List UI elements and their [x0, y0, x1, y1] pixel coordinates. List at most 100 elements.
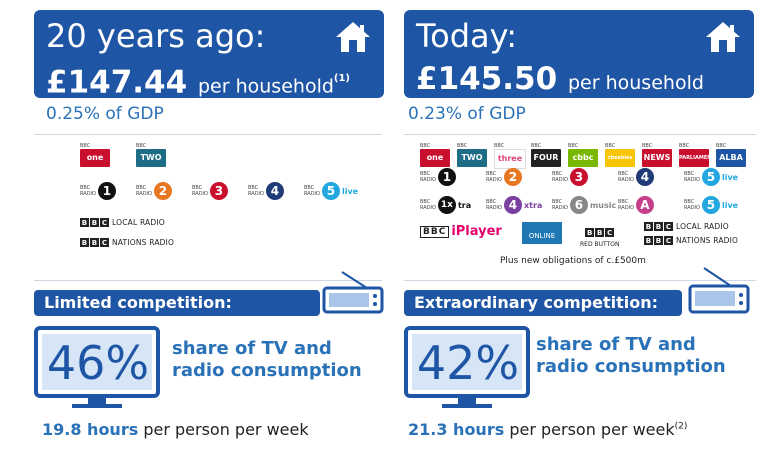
radio-station-badge: 6 [569, 196, 588, 214]
bbc-radio-mini-label: BBC RADIO [486, 199, 502, 211]
bbc-mini-label: BBC [494, 143, 505, 149]
radio-station-badge: 5 [321, 182, 340, 200]
radio-station-logo: BBC RADIO 4 [618, 168, 654, 186]
tv-channel-logo: BBC three [494, 143, 526, 169]
footnote-marker: (2) [674, 421, 688, 432]
radio-station-logo: BBC RADIO 2 [486, 168, 522, 186]
radio-station-badge: 1 [437, 168, 456, 186]
bbc-radio-mini-label: BBC RADIO [420, 199, 436, 211]
share-text-line-2: radio consumption [536, 356, 726, 377]
radio-station-badge: 4 [503, 196, 522, 214]
radio-station-logo: BBC RADIO 1 [80, 182, 116, 200]
tv-icon [404, 326, 530, 408]
radio-station-logo: BBC RADIO 4 xtra [486, 196, 542, 214]
tv-channel-logo: BBC NEWS [642, 143, 672, 167]
bbc-mini-label: BBC [457, 143, 468, 149]
hours-value: 21.3 hours [408, 420, 505, 439]
header-amount: £145.50 per household [416, 62, 704, 100]
radio-station-logo: BBC RADIO 5 live [684, 196, 738, 214]
local-radio-label: LOCAL RADIO [676, 222, 729, 231]
hours-per-week: 21.3 hours per person per week(2) [408, 420, 687, 439]
bbc-radio-mini-label: BBC RADIO [80, 185, 96, 197]
bbc-radio-mini-label: BBC RADIO [304, 185, 320, 197]
tv-channel-badge: ALBA [716, 149, 746, 167]
bbc-mini-label: BBC [531, 143, 542, 149]
share-text-line-1: share of TV and [172, 338, 332, 359]
nations-radio-label: NATIONS RADIO [676, 236, 739, 245]
competition-label: Extraordinary competition: [404, 290, 682, 316]
radio-station-badge: 1 [97, 182, 116, 200]
radio-station-suffix: xtra [523, 200, 543, 210]
amount-unit: per household [568, 72, 704, 94]
bbc-radio-mini-label: BBC RADIO [618, 199, 634, 211]
tv-channel-badge: one [420, 149, 450, 167]
tv-channel-badge: three [494, 149, 526, 169]
amount-value: £147.44 [46, 64, 188, 101]
header-today: Today: £145.50 per household [404, 10, 754, 98]
header-title: 20 years ago: [46, 17, 266, 55]
tv-channel-logo: BBC FOUR [531, 143, 561, 167]
header-20-years-ago: 20 years ago: £147.44 per household(1) [34, 10, 384, 101]
radio-station-logo: BBC RADIO A [618, 196, 654, 214]
radio-station-suffix: music [589, 200, 617, 210]
radio-station-suffix: live [341, 186, 359, 196]
bbc-mini-label: BBC [80, 143, 91, 149]
share-description: share of TV and radio consumption [172, 338, 362, 382]
tv-channel-logo: BBC TWO [136, 143, 166, 167]
bbc-radio-mini-label: BBC RADIO [552, 171, 568, 183]
footnote-marker: (1) [333, 73, 351, 84]
divider [34, 280, 382, 281]
obligations-note: Plus new obligations of c.£500m [500, 256, 646, 266]
radio-station-badge: 2 [153, 182, 172, 200]
tv-channel-badge: TWO [136, 149, 166, 167]
bbc-mini-label: BBC [679, 143, 690, 149]
tv-channel-logo: BBC PARLIAMENT [679, 143, 715, 167]
bbc-radio-mini-label: BBC RADIO [552, 199, 568, 211]
bbc-radio-mini-label: BBC RADIO [486, 171, 502, 183]
radio-station-badge: 3 [209, 182, 228, 200]
radio-station-badge: 4 [265, 182, 284, 200]
bbc-radio-mini-label: BBC RADIO [618, 171, 634, 183]
radio-station-badge: 1x [437, 196, 456, 214]
gdp-share: 0.23% of GDP [408, 104, 526, 124]
radio-station-suffix: tra [457, 200, 472, 210]
red-button-label: RED BUTTON [580, 241, 620, 248]
amount-unit: per household [198, 75, 334, 98]
radio-station-suffix: live [721, 200, 739, 210]
tv-channel-logo: BBC ALBA [716, 143, 746, 167]
bbc-radio-mini-label: BBC RADIO [136, 185, 152, 197]
radio-icon [688, 267, 750, 314]
home-icon [336, 22, 370, 52]
panel-today: Today: £145.50 per household 0.23% of GD… [400, 0, 770, 454]
radio-station-badge: 5 [701, 168, 720, 186]
radio-station-logo: BBC RADIO 5 live [684, 168, 738, 186]
competition-label: Limited competition: [34, 290, 320, 316]
radio-station-badge: 4 [635, 168, 654, 186]
radio-station-badge: 2 [503, 168, 522, 186]
radio-station-logo: BBC RADIO 1x tra [420, 196, 471, 214]
iplayer-wordmark: iPlayer [451, 224, 502, 239]
gdp-share: 0.25% of GDP [46, 104, 164, 124]
divider [404, 280, 756, 281]
radio-station-logo: BBC RADIO 4 [248, 182, 284, 200]
radio-station-logo: BBC RADIO 1 [420, 168, 456, 186]
tv-channel-badge: FOUR [531, 149, 561, 167]
bbc-mini-label: BBC [605, 143, 616, 149]
bbc-mini-label: BBC [568, 143, 579, 149]
bbc-mini-label: BBC [642, 143, 653, 149]
hours-text: per person per week [143, 420, 309, 439]
online-label: ONLINE [528, 232, 556, 240]
bbc-radio-mini-label: BBC RADIO [248, 185, 264, 197]
share-percentage: 46% [46, 336, 150, 390]
tv-channel-badge: one [80, 149, 110, 167]
home-icon [706, 22, 740, 52]
tv-channel-badge: PARLIAMENT [679, 149, 715, 167]
